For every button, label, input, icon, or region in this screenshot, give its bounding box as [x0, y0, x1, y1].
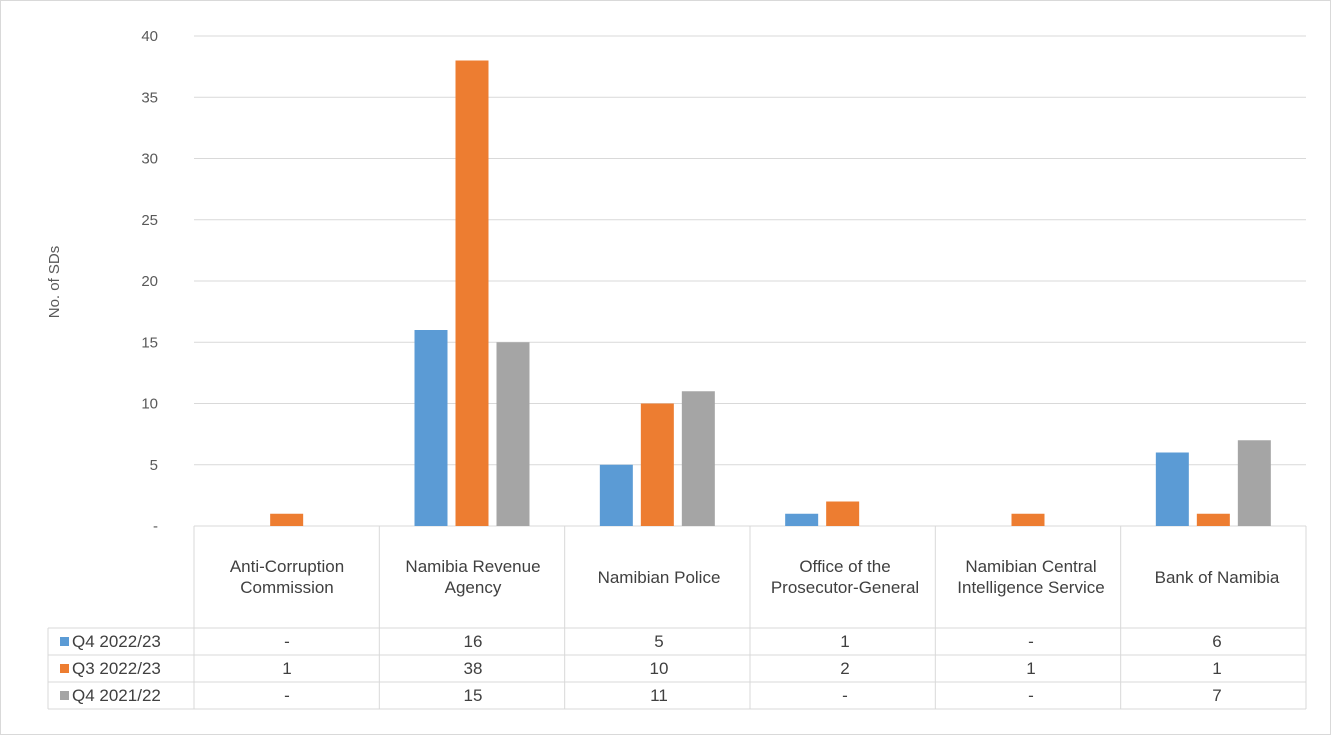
series-legend-cell: Q4 2022/23 — [48, 628, 194, 655]
table-cell: - — [194, 628, 380, 655]
y-axis-label: No. of SDs — [46, 246, 63, 319]
table-row: Q4 2022/23-16 5 1-6 — [48, 628, 1310, 655]
bar — [641, 404, 674, 527]
bar — [270, 514, 303, 526]
series-name: Q4 2022/23 — [72, 632, 161, 652]
table-row: Q4 2021/22-15 11- -7 — [48, 682, 1310, 709]
table-cell: - — [938, 628, 1124, 655]
series-name: Q4 2021/22 — [72, 686, 161, 706]
bar — [1012, 514, 1045, 526]
series-name: Q3 2022/23 — [72, 659, 161, 679]
category-label: Anti-Corruption Commission — [194, 526, 380, 628]
legend-swatch — [60, 637, 69, 646]
table-cell: 16 — [380, 628, 566, 655]
table-cell: 6 — [1124, 628, 1310, 655]
table-cell: 15 — [380, 682, 566, 709]
bar — [415, 330, 448, 526]
bar — [785, 514, 818, 526]
bar — [1238, 440, 1271, 526]
y-tick-label: 40 — [141, 28, 158, 45]
y-tick-label: 30 — [141, 151, 158, 168]
table-row: Q3 2022/23 1 38 10 2 1 1 — [48, 655, 1310, 682]
table-cell: 7 — [1124, 682, 1310, 709]
category-label-row: Anti-Corruption Commission Namibia Revenu… — [194, 526, 1310, 628]
table-cell: 10 — [566, 655, 752, 682]
bar — [682, 391, 715, 526]
table-cell: 5 — [566, 628, 752, 655]
table-cell: 1 — [1124, 655, 1310, 682]
table-cell: - — [938, 682, 1124, 709]
y-tick-label: 35 — [141, 89, 158, 106]
series-legend-cell: Q3 2022/23 — [48, 655, 194, 682]
table-cell: 1 — [938, 655, 1124, 682]
y-tick-label: - — [153, 518, 158, 535]
bar — [1156, 453, 1189, 527]
category-label: Namibian Police — [566, 526, 752, 628]
series-legend-cell: Q4 2021/22 — [48, 682, 194, 709]
category-label: Bank of Namibia — [1124, 526, 1310, 628]
bar — [497, 342, 530, 526]
y-tick-label: 20 — [141, 273, 158, 290]
table-cell: 1 — [752, 628, 938, 655]
bar — [1197, 514, 1230, 526]
category-label: Office of the Prosecutor-General — [752, 526, 938, 628]
legend-swatch — [60, 664, 69, 673]
y-tick-label: 5 — [150, 457, 158, 474]
bar — [826, 502, 859, 527]
bar — [600, 465, 633, 526]
table-cell: 1 — [194, 655, 380, 682]
bar — [456, 61, 489, 527]
category-label: Namibian Central Intelligence Service — [938, 526, 1124, 628]
table-cell: - — [752, 682, 938, 709]
table-cell: 2 — [752, 655, 938, 682]
table-cell: 38 — [380, 655, 566, 682]
table-cell: 11 — [566, 682, 752, 709]
category-label: Namibia Revenue Agency — [380, 526, 566, 628]
table-cell: - — [194, 682, 380, 709]
y-tick-label: 25 — [141, 212, 158, 229]
legend-swatch — [60, 691, 69, 700]
data-table: Q4 2022/23-16 5 1-6 Q3 2022/23 1 38 10 2 1 1 Q4 20… — [48, 628, 1310, 709]
y-tick-label: 15 — [141, 334, 158, 351]
y-tick-label: 10 — [141, 396, 158, 413]
